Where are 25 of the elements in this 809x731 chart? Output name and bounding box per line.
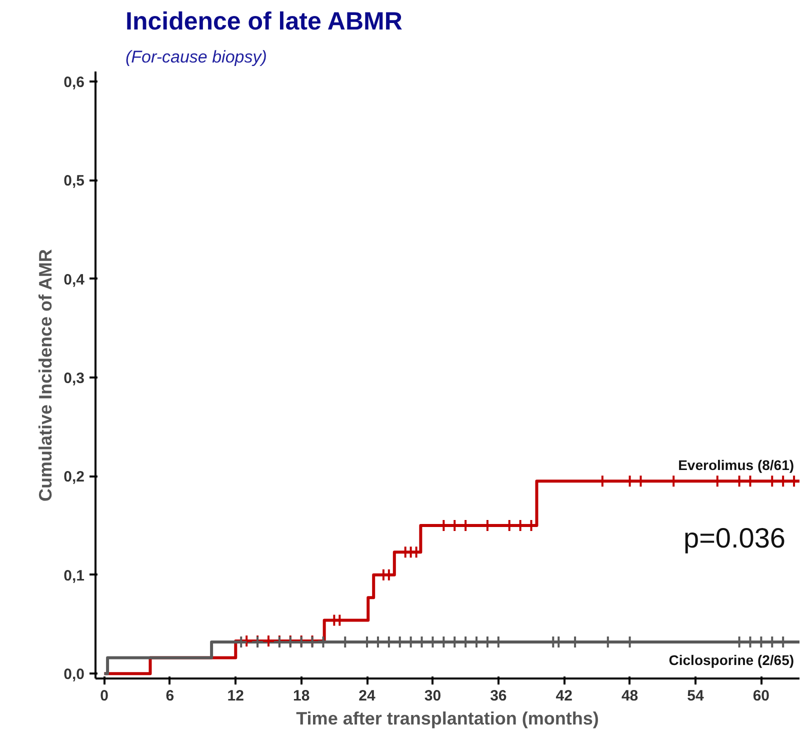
x-tick-label: 12 [227, 688, 244, 704]
x-tick-label: 60 [752, 688, 770, 704]
x-tick-label: 54 [687, 688, 704, 704]
y-tick-label: 0,1 [64, 567, 85, 584]
x-tick-label: 6 [166, 688, 174, 704]
x-tick-label: 18 [292, 688, 310, 704]
y-tick-label: 0,5 [64, 172, 85, 190]
series-label: Ciclosporine (2/65) [668, 652, 794, 668]
y-tick-label: 0,3 [64, 370, 85, 387]
x-tick-label: 42 [556, 688, 572, 704]
annotation: p=0.036 [684, 522, 786, 554]
y-tick-label: 0,0 [64, 666, 85, 684]
y-tick-label: 0,6 [64, 74, 85, 91]
chart-subtitle: (For-cause biopsy) [126, 48, 267, 66]
x-tick-label: 36 [490, 688, 507, 704]
x-tick-label: 24 [358, 688, 376, 704]
y-tick-label: 0,4 [64, 271, 86, 288]
chart-title: Incidence of late ABMR [126, 8, 402, 36]
x-tick-label: 48 [621, 688, 638, 704]
series-label: Everolimus (8/61) [678, 457, 794, 474]
x-tick-label: 30 [424, 688, 442, 704]
x-tick-label: 0 [100, 688, 108, 704]
y-tick-label: 0,2 [64, 468, 85, 486]
y-axis-title: Cumulative Incidence of AMR [36, 249, 56, 502]
x-axis-title: Time after transplantation (months) [296, 708, 599, 728]
